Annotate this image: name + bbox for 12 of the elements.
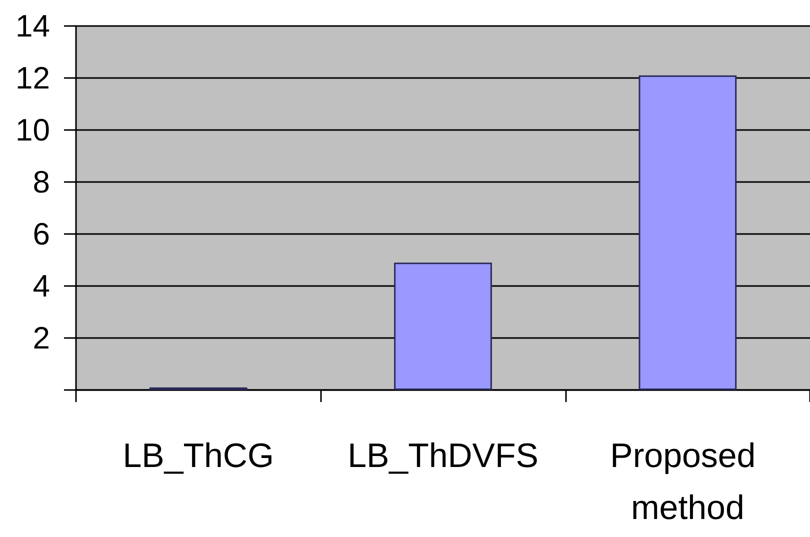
bar: [394, 262, 492, 390]
x-tick-label: Proposed method: [610, 437, 766, 527]
y-tick-label: 8: [32, 164, 50, 200]
y-tick-label: 4: [32, 268, 50, 304]
y-tick-label: 6: [32, 216, 50, 252]
y-tick-label: 12: [16, 60, 50, 96]
bar: [638, 75, 737, 390]
y-tick-label: 2: [32, 320, 50, 356]
x-tick-label: LB_ThDVFS: [348, 437, 538, 475]
x-tick-label: LB_ThCG: [122, 437, 274, 475]
y-tick-label: 14: [16, 8, 50, 44]
y-tick-label: 10: [16, 112, 50, 148]
